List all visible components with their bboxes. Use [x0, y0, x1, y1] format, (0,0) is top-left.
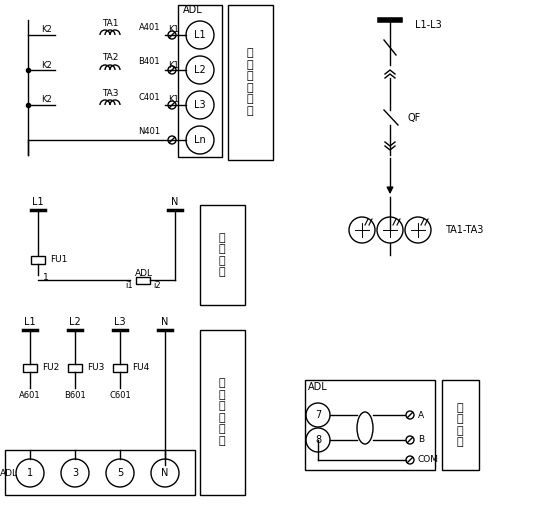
- Text: L3: L3: [194, 100, 206, 110]
- Text: 电
压
测
量
回
路: 电 压 测 量 回 路: [219, 378, 225, 446]
- Bar: [442, 380, 479, 470]
- Circle shape: [16, 459, 44, 487]
- Bar: [5, 450, 195, 495]
- Circle shape: [406, 411, 414, 419]
- Circle shape: [186, 21, 214, 49]
- Circle shape: [186, 56, 214, 84]
- Text: 5: 5: [117, 468, 123, 478]
- Text: L1: L1: [194, 30, 206, 40]
- Text: FU1: FU1: [50, 256, 67, 265]
- Text: ADL: ADL: [308, 382, 328, 392]
- Circle shape: [61, 459, 89, 487]
- Text: FU3: FU3: [87, 363, 104, 373]
- Circle shape: [168, 31, 176, 39]
- Circle shape: [168, 136, 176, 144]
- Text: B401: B401: [139, 58, 160, 67]
- Text: COM: COM: [418, 456, 439, 465]
- Circle shape: [151, 459, 179, 487]
- Text: K2: K2: [41, 60, 52, 69]
- Text: K1: K1: [168, 96, 179, 104]
- Text: K2: K2: [41, 96, 52, 104]
- Text: B601: B601: [64, 392, 86, 401]
- Bar: [228, 5, 273, 160]
- Circle shape: [306, 428, 330, 452]
- Text: N: N: [171, 197, 179, 207]
- Text: 通
讯
接
口: 通 讯 接 口: [457, 403, 463, 447]
- Circle shape: [406, 436, 414, 444]
- Bar: [178, 5, 222, 157]
- Text: K2: K2: [41, 26, 52, 35]
- Bar: [305, 380, 435, 470]
- Circle shape: [349, 217, 375, 243]
- Text: A: A: [418, 411, 424, 419]
- Bar: [136, 277, 150, 284]
- Text: B: B: [418, 436, 424, 445]
- Text: TA3: TA3: [102, 89, 118, 98]
- Text: A601: A601: [19, 392, 41, 401]
- Circle shape: [186, 91, 214, 119]
- Text: QF: QF: [408, 113, 421, 123]
- Text: i2: i2: [153, 280, 160, 289]
- Circle shape: [106, 459, 134, 487]
- Text: L1: L1: [32, 197, 44, 207]
- Text: N: N: [161, 317, 168, 327]
- Text: 电
流
测
量
回
路: 电 流 测 量 回 路: [247, 48, 253, 116]
- Text: i1: i1: [125, 280, 133, 289]
- Text: 工
作
电
源: 工 作 电 源: [219, 233, 225, 277]
- Text: TA1: TA1: [102, 18, 118, 27]
- Text: 1: 1: [43, 272, 49, 281]
- Text: 8: 8: [315, 435, 321, 445]
- Text: TA1-TA3: TA1-TA3: [445, 225, 483, 235]
- Text: N: N: [161, 468, 168, 478]
- Text: ADL: ADL: [0, 468, 18, 478]
- Text: L2: L2: [194, 65, 206, 75]
- Text: Ln: Ln: [194, 135, 206, 145]
- Bar: [31, 256, 45, 264]
- Circle shape: [377, 217, 403, 243]
- Text: 1: 1: [27, 468, 33, 478]
- Bar: [200, 330, 245, 495]
- Text: N401: N401: [138, 128, 160, 136]
- Text: 7: 7: [315, 410, 321, 420]
- Circle shape: [405, 217, 431, 243]
- Text: K1: K1: [168, 60, 179, 69]
- Text: C401: C401: [139, 92, 160, 101]
- Circle shape: [306, 403, 330, 427]
- Text: C601: C601: [109, 392, 131, 401]
- Circle shape: [406, 456, 414, 464]
- Text: L2: L2: [69, 317, 81, 327]
- Text: L1: L1: [24, 317, 36, 327]
- Text: K1: K1: [168, 26, 179, 35]
- Text: A401: A401: [139, 23, 160, 32]
- Text: 3: 3: [72, 468, 78, 478]
- Circle shape: [168, 101, 176, 109]
- Bar: [23, 364, 37, 372]
- Text: ADL: ADL: [183, 5, 203, 15]
- Text: ADL: ADL: [135, 268, 153, 278]
- Ellipse shape: [357, 412, 373, 444]
- Circle shape: [186, 126, 214, 154]
- Bar: [200, 205, 245, 305]
- Text: L3: L3: [114, 317, 126, 327]
- Text: TA2: TA2: [102, 54, 118, 62]
- Text: FU4: FU4: [132, 363, 149, 373]
- Bar: [113, 364, 127, 372]
- Circle shape: [168, 66, 176, 74]
- Text: FU2: FU2: [42, 363, 59, 373]
- Bar: [68, 364, 82, 372]
- Text: L1-L3: L1-L3: [415, 20, 442, 30]
